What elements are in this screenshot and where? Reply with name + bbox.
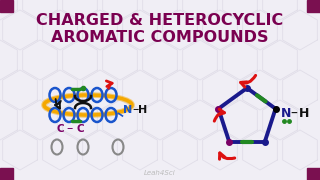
- Bar: [0, 0, 13, 12]
- Bar: [307, 0, 320, 12]
- Text: CHARGED & HETEROCYCLIC: CHARGED & HETEROCYCLIC: [36, 13, 284, 28]
- Text: N: N: [124, 105, 132, 115]
- Bar: [0, 168, 13, 180]
- Text: –: –: [291, 107, 297, 121]
- Text: C: C: [76, 124, 84, 134]
- Text: N: N: [281, 107, 291, 120]
- Text: –: –: [67, 123, 73, 136]
- Text: H: H: [138, 105, 148, 115]
- Text: C: C: [56, 124, 64, 134]
- Text: H: H: [299, 107, 309, 120]
- Text: Leah4Sci: Leah4Sci: [144, 170, 176, 176]
- Bar: [307, 168, 320, 180]
- Text: –: –: [133, 103, 139, 116]
- Text: AROMATIC COMPOUNDS: AROMATIC COMPOUNDS: [51, 30, 269, 45]
